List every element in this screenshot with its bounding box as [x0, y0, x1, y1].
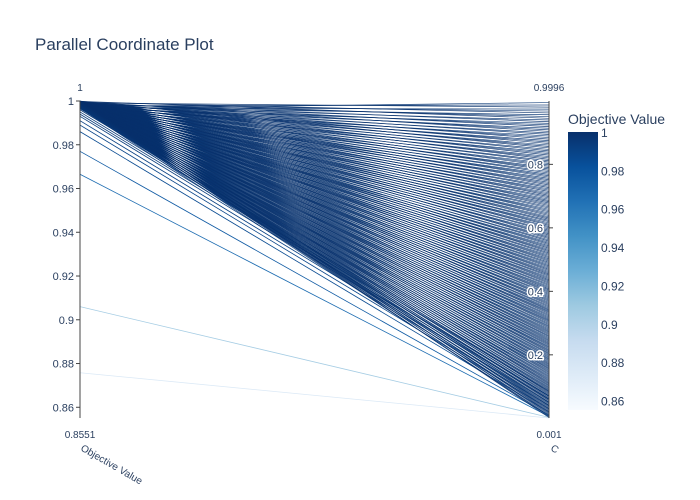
axis2-label: C [549, 443, 561, 456]
objective-value-axis[interactable]: 0.86 0.88 0.9 0.92 0.94 0.96 0.98 1 [53, 96, 81, 418]
data-line [79, 101, 550, 171]
axis-tick-label: 1 [68, 96, 74, 108]
data-line [79, 306, 550, 418]
data-line [79, 100, 550, 220]
axis-tick-label: 0.98 [53, 140, 74, 152]
data-line [79, 101, 550, 314]
colorbar [568, 132, 598, 410]
colorbar-tick-label: 0.98 [601, 164, 625, 178]
data-line [79, 100, 550, 413]
colorbar-ticks: 0.86 0.88 0.9 0.92 0.94 0.96 0.98 1 [601, 126, 625, 409]
data-line [79, 101, 550, 293]
colorbar-tick-label: 0.94 [601, 241, 625, 255]
data-line [79, 101, 550, 344]
data-line [79, 101, 550, 206]
axis-tick-label: 0.9 [59, 315, 74, 327]
axis-tick-label: 0.92 [53, 271, 74, 283]
colorbar-tick-label: 0.86 [601, 395, 625, 409]
data-line [79, 101, 550, 160]
data-line [79, 101, 550, 323]
data-line [79, 102, 550, 418]
axis-tick-label: 0.86 [53, 402, 74, 414]
axis-tick-label: 0.2 [528, 350, 543, 362]
data-line [79, 124, 550, 410]
c-axis[interactable]: 0.2 0.4 0.6 0.8 [526, 101, 553, 418]
data-line [79, 372, 550, 419]
axis1-range-min: 0.8551 [65, 430, 96, 441]
axis-tick-label: 0.88 [53, 359, 74, 371]
colorbar-tick-label: 1 [601, 126, 608, 140]
colorbar-tick-label: 0.9 [601, 318, 618, 332]
data-line [79, 173, 550, 417]
axis-tick-label: 0.94 [53, 227, 74, 239]
data-line [79, 101, 550, 402]
colorbar-tick-label: 0.92 [601, 279, 625, 293]
axis1-label: Objective Value [79, 443, 145, 487]
data-line [79, 100, 550, 119]
lines-group [79, 100, 550, 419]
data-line [79, 101, 550, 373]
data-line [79, 101, 550, 393]
data-line [79, 100, 550, 305]
axis-tick-label: 0.96 [53, 184, 74, 196]
data-line [79, 150, 550, 416]
axis-tick-label: 0.4 [528, 286, 543, 298]
data-line [79, 101, 550, 132]
data-line [79, 100, 550, 149]
data-line [79, 100, 550, 385]
data-line [79, 100, 550, 275]
colorbar-title: Objective Value [568, 111, 665, 127]
data-line [79, 101, 550, 365]
data-line [79, 101, 550, 230]
data-line [79, 100, 550, 253]
data-line [79, 100, 550, 186]
axis-tick-label: 0.6 [528, 223, 543, 235]
data-line [79, 101, 550, 353]
data-line [79, 100, 550, 335]
data-line [79, 101, 550, 196]
axis2-range-max: 0.9996 [534, 83, 565, 94]
data-line [79, 101, 550, 240]
data-line [79, 101, 550, 262]
axis-tick-label: 0.8 [528, 159, 543, 171]
colorbar-tick-label: 0.96 [601, 203, 625, 217]
axis2-range-min: 0.001 [536, 430, 561, 441]
axis1-range-max: 1 [77, 83, 83, 94]
chart-title: Parallel Coordinate Plot [35, 35, 214, 54]
data-line [79, 101, 550, 284]
colorbar-tick-label: 0.88 [601, 356, 625, 370]
